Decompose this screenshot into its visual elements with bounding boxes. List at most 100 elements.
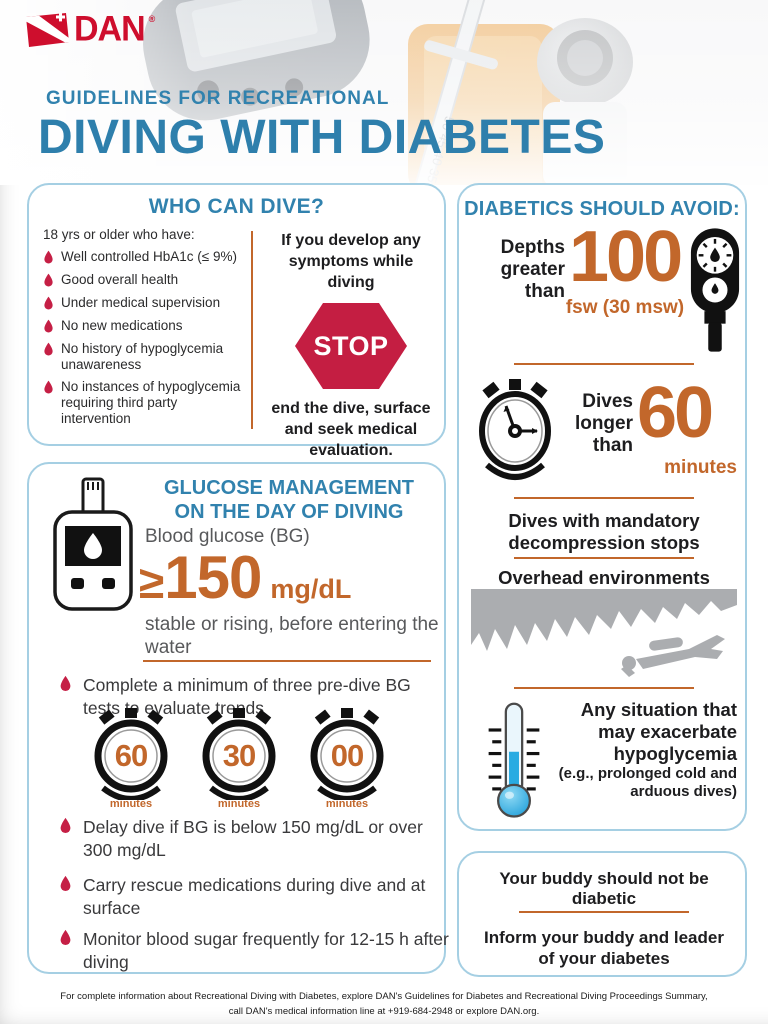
blood-drop-icon [44,250,53,264]
list-item: No instances of hypoglycemia requiring t… [43,379,247,426]
diabetics-should-avoid-panel: DIABETICS SHOULD AVOID: Depths greater t… [457,183,747,831]
blood-drop-icon [60,675,71,692]
pre-dive-timers: 60 minutes 30 minutes [87,708,391,810]
glucose-title-line2: ON THE DAY OF DIVING [174,501,404,523]
symptoms-warning: If you develop any symptoms while diving… [263,231,439,462]
criteria-text: Well controlled HbA1c (≤ 9%) [61,249,237,264]
criteria-text: No instances of hypoglycemia requiring t… [61,379,241,426]
timer-60: 60 minutes [87,708,175,810]
warning-tail: end the dive, surface and seek medical e… [271,400,431,459]
horizontal-divider [143,660,431,662]
glucose-title-line1: GLUCOSE MANAGEMENT [164,477,414,499]
criteria-text: Under medical supervision [61,295,221,310]
avoid-title: DIABETICS SHOULD AVOID: [464,198,740,220]
duration-value: 60 [637,373,714,453]
cave-diver-icon [471,589,737,677]
duration-unit: minutes [664,457,737,478]
list-item: Good overall health [43,272,247,288]
horizontal-divider [514,687,694,689]
timer-unit: minutes [217,798,261,810]
dan-logo: DAN ® [24,9,156,49]
list-item: No history of hypoglycemia unawareness [43,341,247,372]
stopwatch-icon: 00 [305,708,389,802]
bg-threshold: ≥ 150 mg/dL [139,548,351,609]
buddy-line1: Your buddy should not be diabetic [499,869,709,908]
stop-sign: STOP [295,303,407,390]
threshold-value: 150 [164,544,262,611]
bullet-text: Carry rescue medications during dive and… [83,875,426,918]
blood-drop-icon [44,342,53,356]
list-item: Monitor blood sugar frequently for 12-15… [59,928,451,974]
thermometer-icon [488,702,540,818]
hypoglycemia-text: Any situation that may exacerbate hypogl… [580,699,737,764]
buddy-panel: Your buddy should not be diabetic Inform… [457,851,747,977]
timer-unit: minutes [325,798,369,810]
glucose-management-panel: GLUCOSE MANAGEMENT ON THE DAY OF DIVING … [27,462,449,974]
footer: For complete information about Recreatio… [0,990,768,1019]
duration-label: Dives longer than [574,391,633,456]
list-item: Carry rescue medications during dive and… [59,874,451,920]
bullet-text: Delay dive if BG is below 150 mg/dL or o… [83,817,423,860]
criteria-list: Well controlled HbA1c (≤ 9%) Good overal… [43,249,247,426]
list-item: Well controlled HbA1c (≤ 9%) [43,249,247,265]
blood-drop-icon [44,319,53,333]
who-can-dive-criteria: 18 yrs or older who have: Well controlle… [43,227,247,433]
blood-drop-icon [44,273,53,287]
timer-value: 60 [114,738,148,773]
overhead-text: Overhead environments [498,567,710,588]
horizontal-divider [514,497,694,499]
timer-30: 30 minutes [195,708,283,810]
blood-drop-icon [44,296,53,310]
vertical-divider [251,231,253,429]
depth-unit: fsw (30 msw) [565,297,685,318]
stopwatch-icon [479,379,551,480]
depth-value: 100 [569,217,683,297]
gte-symbol: ≥ [139,556,165,608]
hypoglycemia-note: (e.g., prolonged cold and arduous dives) [558,765,737,800]
criteria-text: No new medications [61,318,183,333]
glucose-meter-icon [53,477,133,611]
footer-line1: For complete information about Recreatio… [60,991,708,1002]
criteria-text: No history of hypoglycemia unawareness [61,341,224,372]
blood-drop-icon [60,817,71,834]
list-item: Delay dive if BG is below 150 mg/dL or o… [59,816,451,862]
threshold-unit: mg/dL [270,574,352,604]
timer-value: 00 [330,738,364,773]
glucose-title: GLUCOSE MANAGEMENT ON THE DAY OF DIVING [141,476,437,524]
depth-label: Depths greater than [500,237,565,302]
header-kicker: GUIDELINES FOR RECREATIONAL [46,88,390,109]
logo-registered-mark: ® [148,14,156,24]
logo-text: DAN [74,9,146,49]
list-item: No new medications [43,318,247,334]
criteria-intro: 18 yrs or older who have: [43,227,195,242]
who-can-dive-panel: WHO CAN DIVE? 18 yrs or older who have: … [27,183,446,459]
warning-lead: If you develop any symptoms while diving [281,232,421,291]
blood-drop-icon [60,875,71,892]
footer-line2: call DAN's medical information line at +… [228,1005,540,1017]
stopwatch-icon: 60 [89,708,173,802]
stop-label: STOP [313,331,389,362]
timer-value: 30 [222,738,256,773]
deco-stops-text: Dives with mandatory decompression stops [508,510,700,554]
stop-sign-icon [295,303,407,390]
dive-flag-icon [26,12,69,47]
timer-unit: minutes [109,798,153,810]
who-can-dive-title: WHO CAN DIVE? [148,195,325,218]
blood-drop-icon [60,929,71,946]
header-photo: 50 45 40 35 [0,0,768,185]
horizontal-divider [514,363,694,365]
horizontal-divider [519,911,689,913]
criteria-text: Good overall health [61,272,179,287]
page-title: DIVING WITH DIABETES [38,111,606,164]
bullet-text: Monitor blood sugar frequently for 12-15… [83,929,449,972]
blood-drop-icon [44,380,53,394]
stopwatch-icon: 30 [197,708,281,802]
depth-gauge-icon [690,228,740,352]
timer-00: 00 minutes [303,708,391,810]
buddy-line2: Inform your buddy and leader of your dia… [484,928,724,969]
horizontal-divider [514,557,694,559]
bg-label: Blood glucose (BG) [145,526,310,547]
list-item: Under medical supervision [43,295,247,311]
threshold-note: stable or rising, before entering the wa… [145,614,439,658]
